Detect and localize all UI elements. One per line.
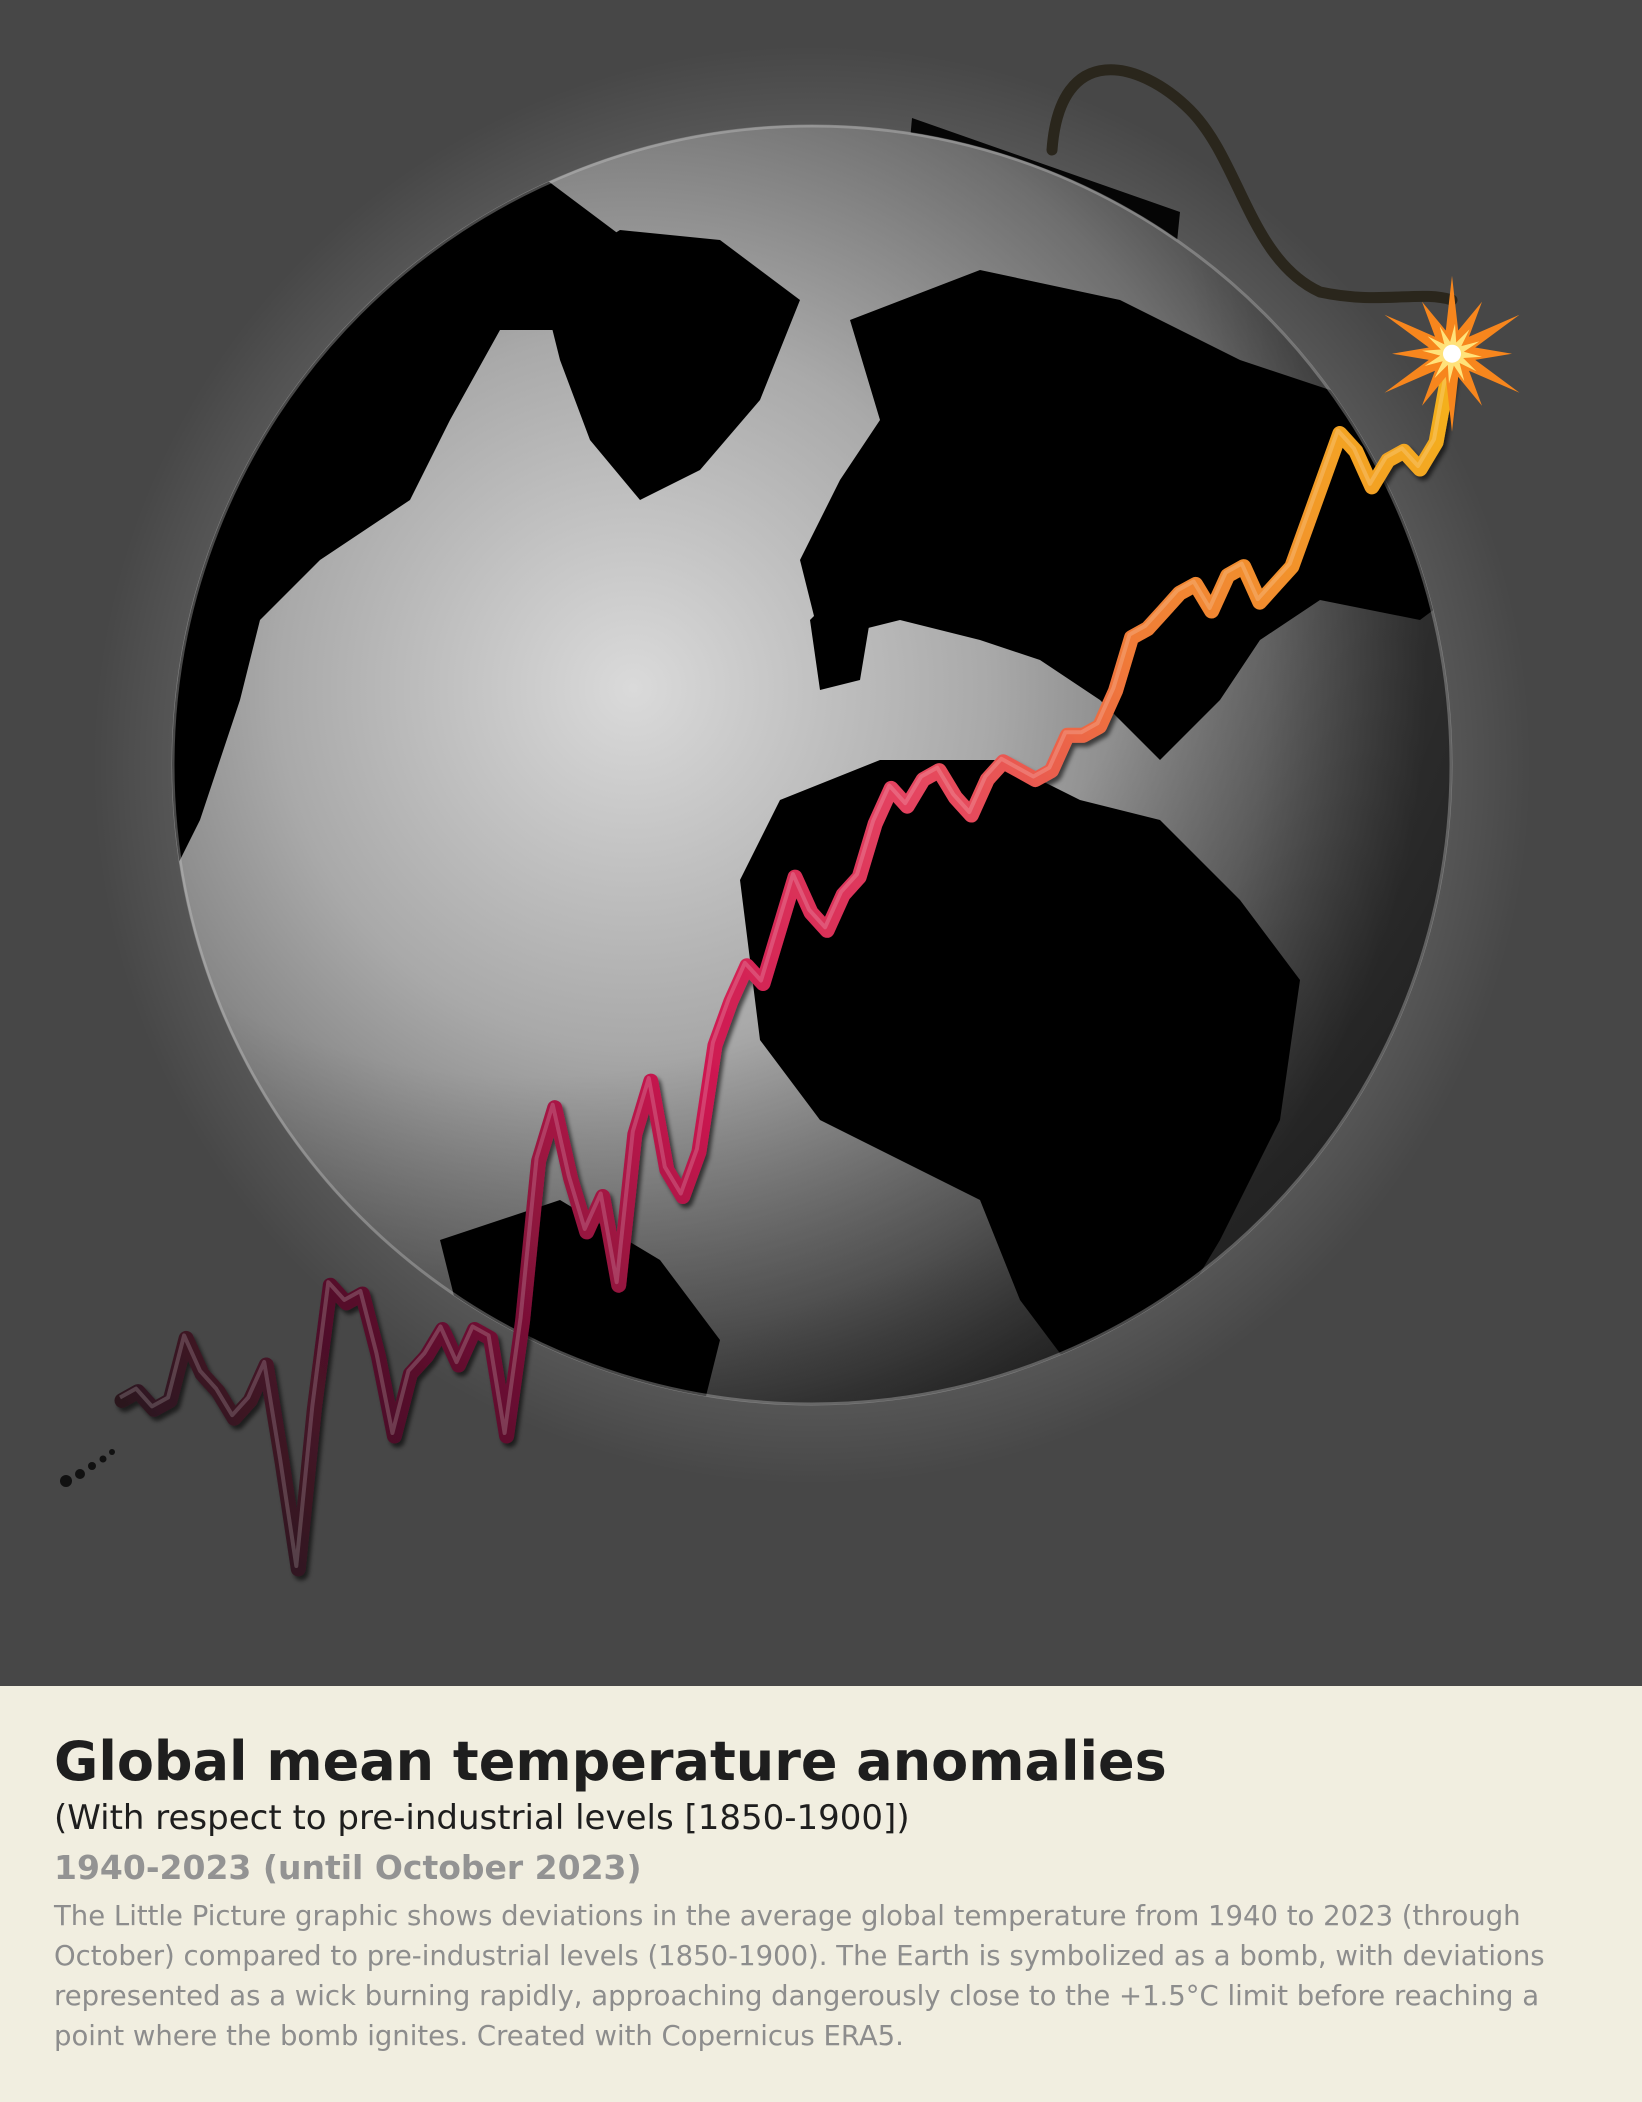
wick-dot [99, 1455, 107, 1463]
wick-dot [88, 1462, 96, 1470]
illustration [60, 45, 1532, 1577]
temperature-line-highlight [119, 350, 1452, 1568]
wick-dots [60, 1449, 115, 1487]
bomb-globe-chart [60, 45, 1532, 1577]
wick-dot [109, 1449, 115, 1455]
caption-panel: Global mean temperature anomalies (With … [0, 1686, 1642, 2102]
bomb-fuse [1046, 64, 1458, 306]
chart-description: The Little Picture graphic shows deviati… [54, 1900, 1545, 2052]
spark-center [1443, 344, 1461, 363]
chart-title: Global mean temperature anomalies [54, 1730, 1167, 1793]
chart-subtitle: (With respect to pre-industrial levels [… [54, 1798, 910, 1838]
wick-dot [60, 1475, 72, 1487]
wick-dot [75, 1469, 85, 1479]
spark-icon [1384, 275, 1520, 432]
date-range: 1940-2023 (until October 2023) [54, 1848, 642, 1887]
temperature-line [114, 346, 1460, 1577]
